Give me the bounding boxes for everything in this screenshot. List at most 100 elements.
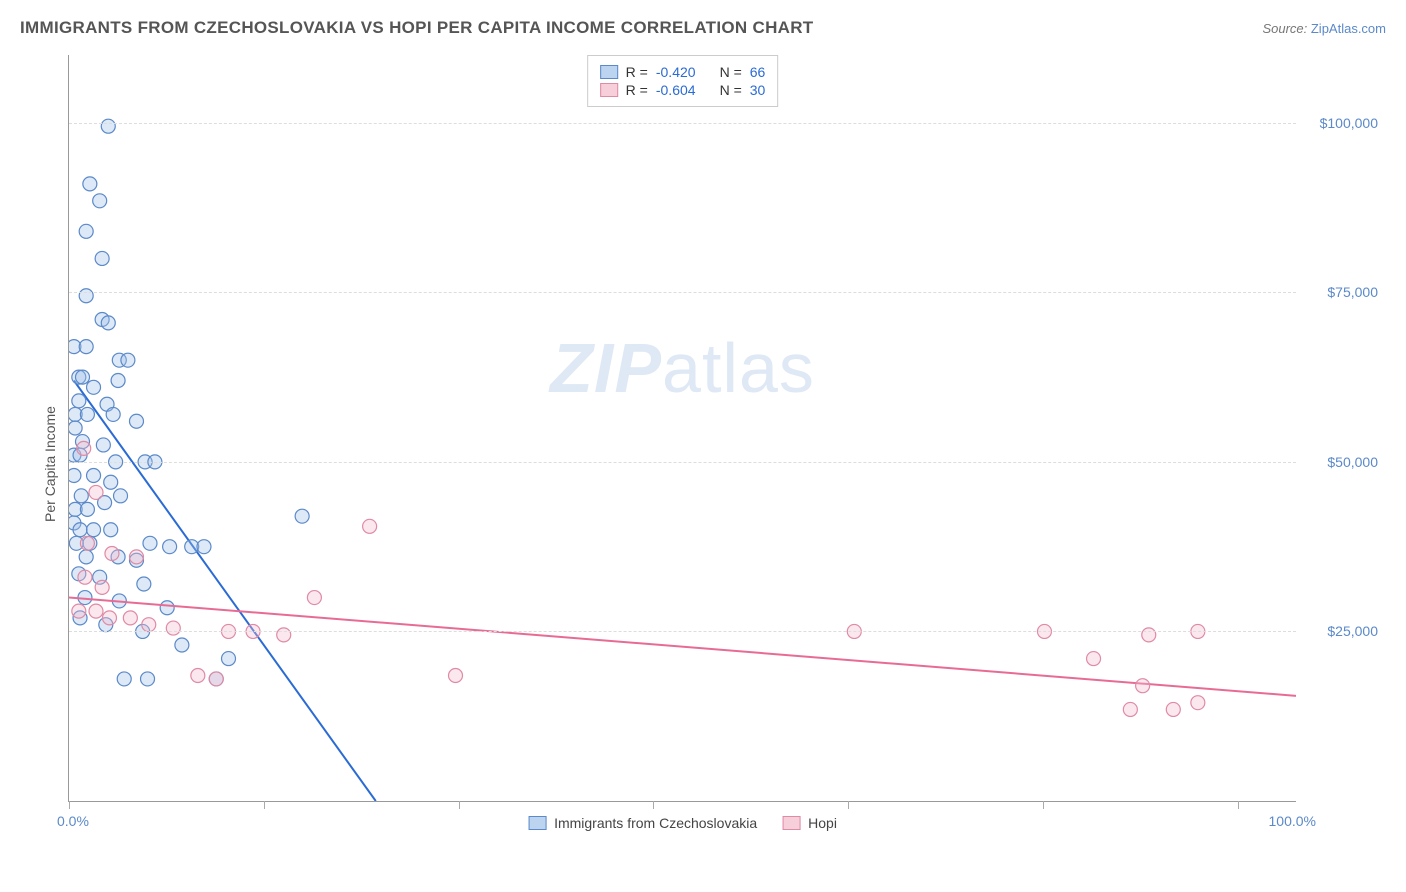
n-label-1: N = (720, 82, 742, 98)
r-label-1: R = (626, 82, 648, 98)
y-tick-label: $25,000 (1303, 623, 1378, 639)
legend-item-1: Hopi (782, 815, 837, 831)
x-tick (1043, 801, 1044, 809)
scatter-point (102, 611, 116, 625)
plot-area: ZIPatlas R = -0.420 N = 66 R = -0.604 N … (68, 55, 1296, 802)
scatter-point (69, 468, 81, 482)
source-attribution: Source: ZipAtlas.com (1262, 21, 1386, 36)
trend-line-extension (327, 733, 401, 801)
header: IMMIGRANTS FROM CZECHOSLOVAKIA VS HOPI P… (0, 0, 1406, 46)
scatter-point (1166, 702, 1180, 716)
x-axis-min-label: 0.0% (57, 813, 89, 829)
scatter-point (191, 669, 205, 683)
scatter-point (83, 177, 97, 191)
x-tick (459, 801, 460, 809)
scatter-point (160, 601, 174, 615)
n-label-0: N = (720, 64, 742, 80)
scatter-point (129, 550, 143, 564)
scatter-point (79, 289, 93, 303)
x-tick (264, 801, 265, 809)
scatter-point (80, 536, 94, 550)
legend-stats-row-0: R = -0.420 N = 66 (600, 64, 766, 80)
plot-svg (69, 55, 1296, 801)
scatter-point (197, 540, 211, 554)
scatter-point (277, 628, 291, 642)
scatter-point (123, 611, 137, 625)
r-value-1: -0.604 (656, 82, 696, 98)
scatter-point (95, 580, 109, 594)
scatter-point (222, 652, 236, 666)
legend-label-1: Hopi (808, 815, 837, 831)
scatter-point (101, 316, 115, 330)
scatter-point (93, 194, 107, 208)
x-tick (848, 801, 849, 809)
scatter-point (96, 438, 110, 452)
y-tick-label: $50,000 (1303, 454, 1378, 470)
scatter-point (72, 604, 86, 618)
y-axis-title: Per Capita Income (42, 406, 58, 522)
chart-container: Per Capita Income ZIPatlas R = -0.420 N … (20, 55, 1386, 872)
scatter-point (1087, 652, 1101, 666)
swatch-series-0 (600, 65, 618, 79)
scatter-point (69, 421, 82, 435)
scatter-point (72, 394, 86, 408)
scatter-point (1123, 702, 1137, 716)
scatter-point (106, 407, 120, 421)
scatter-point (117, 672, 131, 686)
x-axis-max-label: 100.0% (1269, 813, 1316, 829)
legend-stats-row-1: R = -0.604 N = 30 (600, 82, 766, 98)
scatter-point (80, 407, 94, 421)
scatter-point (89, 604, 103, 618)
r-value-0: -0.420 (656, 64, 696, 80)
scatter-point (143, 536, 157, 550)
scatter-point (449, 669, 463, 683)
n-value-1: 30 (750, 82, 766, 98)
legend-item-0: Immigrants from Czechoslovakia (528, 815, 757, 831)
scatter-point (121, 353, 135, 367)
scatter-point (295, 509, 309, 523)
scatter-point (89, 485, 103, 499)
scatter-point (78, 570, 92, 584)
scatter-point (104, 523, 118, 537)
scatter-point (74, 489, 88, 503)
scatter-point (87, 380, 101, 394)
x-tick (69, 801, 70, 809)
scatter-point (141, 672, 155, 686)
scatter-point (75, 370, 89, 384)
scatter-point (105, 546, 119, 560)
legend-label-0: Immigrants from Czechoslovakia (554, 815, 757, 831)
x-tick (1238, 801, 1239, 809)
legend-swatch-1 (782, 816, 800, 830)
legend-series: Immigrants from Czechoslovakia Hopi (528, 815, 837, 831)
scatter-point (1142, 628, 1156, 642)
trend-line (74, 381, 376, 801)
r-label-0: R = (626, 64, 648, 80)
chart-title: IMMIGRANTS FROM CZECHOSLOVAKIA VS HOPI P… (20, 18, 814, 38)
scatter-point (79, 550, 93, 564)
scatter-point (104, 475, 118, 489)
scatter-point (77, 441, 91, 455)
scatter-point (163, 540, 177, 554)
scatter-point (101, 119, 115, 133)
scatter-point (79, 224, 93, 238)
scatter-point (79, 340, 93, 354)
scatter-point (114, 489, 128, 503)
n-value-0: 66 (750, 64, 766, 80)
source-prefix: Source: (1262, 21, 1310, 36)
gridline (69, 292, 1296, 293)
scatter-point (1191, 696, 1205, 710)
scatter-point (137, 577, 151, 591)
scatter-point (175, 638, 189, 652)
source-link[interactable]: ZipAtlas.com (1311, 21, 1386, 36)
legend-stats: R = -0.420 N = 66 R = -0.604 N = 30 (587, 55, 779, 107)
scatter-point (95, 251, 109, 265)
scatter-point (307, 591, 321, 605)
swatch-series-1 (600, 83, 618, 97)
scatter-point (129, 414, 143, 428)
y-tick-label: $75,000 (1303, 284, 1378, 300)
scatter-point (73, 523, 87, 537)
scatter-point (87, 468, 101, 482)
y-tick-label: $100,000 (1303, 115, 1378, 131)
scatter-point (111, 374, 125, 388)
scatter-point (166, 621, 180, 635)
